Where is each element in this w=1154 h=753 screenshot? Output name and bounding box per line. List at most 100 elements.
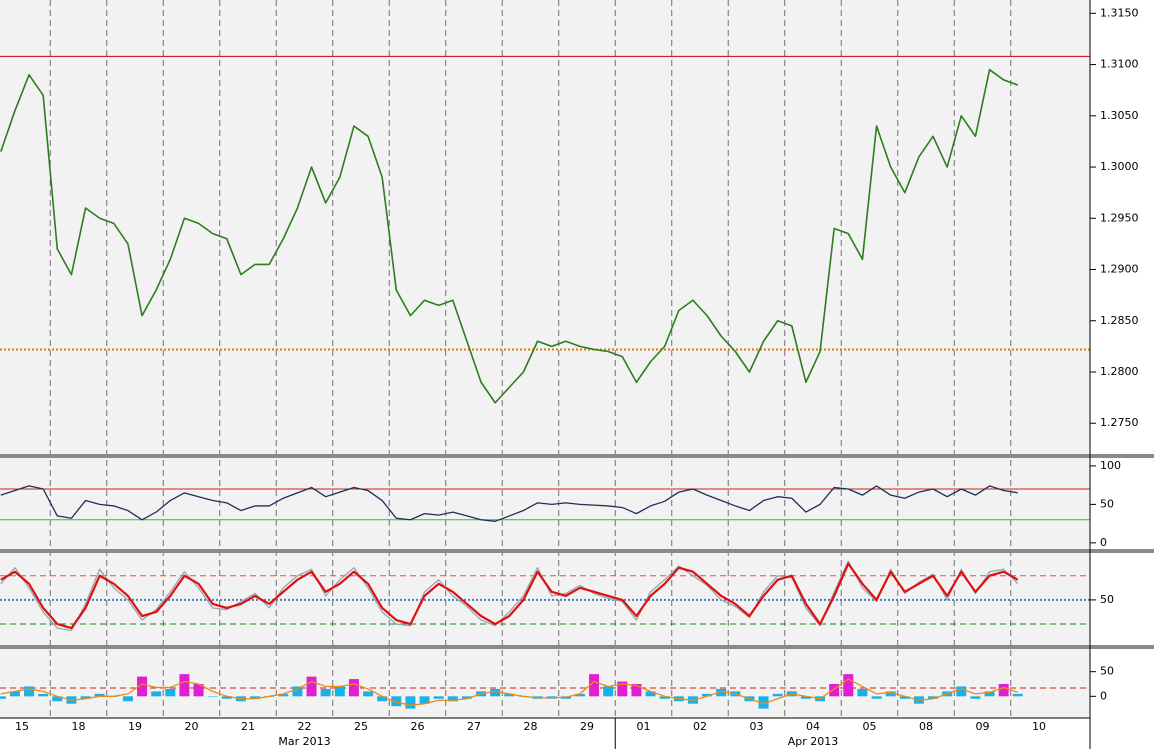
x-tick-label: 15 [15, 720, 29, 733]
month-label: Apr 2013 [788, 735, 839, 748]
histogram-bar [504, 693, 515, 697]
series-line [0, 485, 1018, 522]
histogram-bar [461, 696, 472, 699]
marks [0, 55, 1090, 709]
histogram-bar [193, 684, 204, 697]
histogram-bar [207, 696, 218, 697]
x-tick-label: 29 [580, 720, 594, 733]
histogram-bar [52, 696, 63, 702]
histogram-bar [843, 674, 854, 697]
histogram-bar [928, 696, 939, 699]
histogram-bar [899, 696, 910, 699]
histogram-bar [758, 696, 769, 709]
x-tick-label: 22 [297, 720, 311, 733]
x-tick-label: 02 [693, 720, 707, 733]
plot-background [0, 0, 1090, 718]
histogram-bar [659, 696, 670, 699]
histogram-bar [631, 684, 642, 697]
series-line [0, 678, 1019, 706]
histogram-bar [391, 696, 402, 707]
histogram-bar [885, 691, 896, 697]
histogram-bar [137, 676, 148, 697]
y-tick-label: 1.3100 [1100, 58, 1139, 71]
histogram-bar [772, 693, 783, 697]
histogram-bar [800, 696, 811, 699]
y-tick-label: 0 [1100, 689, 1107, 702]
x-axis-background [0, 718, 1090, 749]
series-line [0, 562, 1019, 630]
histogram-bar [405, 696, 416, 709]
x-tick-label: 18 [71, 720, 85, 733]
histogram-bar [589, 674, 600, 697]
histogram-bar [334, 686, 345, 697]
x-tick-label: 28 [523, 720, 537, 733]
histogram-bar [151, 691, 162, 697]
month-label: Mar 2013 [278, 735, 330, 748]
x-tick-label: 21 [241, 720, 255, 733]
histogram-bar [320, 688, 331, 697]
histogram-bar [363, 691, 374, 697]
x-tick-label: 10 [1032, 720, 1046, 733]
histogram-bar [306, 676, 317, 697]
histogram-bar [702, 693, 713, 697]
histogram-bar [94, 693, 105, 697]
x-tick-label: 20 [184, 720, 198, 733]
histogram-bar [292, 686, 303, 697]
y-tick-label: 50 [1100, 593, 1114, 606]
histogram-bar [250, 696, 261, 699]
histogram-bar [0, 696, 6, 699]
y-tick-label: 1.3000 [1100, 160, 1139, 173]
y-tick-label: 1.2900 [1100, 263, 1139, 276]
histogram-bar [984, 691, 995, 697]
histogram-bar [574, 693, 585, 697]
histogram-bar [829, 684, 840, 697]
x-tick-label: 27 [467, 720, 481, 733]
x-tick-label: 03 [749, 720, 763, 733]
histogram-bar [716, 688, 727, 697]
separators: 15 18 19 20 21 22 25 26 27 28 29 01 02 03 04 05 08 09 10 Ma… [15, 0, 1139, 749]
histogram-bar [179, 674, 190, 697]
y-tick-label: 50 [1100, 497, 1114, 510]
histogram-bar [617, 681, 628, 697]
x-tick-label: 04 [806, 720, 820, 733]
x-tick-label: 09 [975, 720, 989, 733]
y-tick-label: 100 [1100, 459, 1121, 472]
histogram-bar [24, 686, 35, 697]
y-tick-label: 1.2750 [1100, 416, 1139, 429]
x-tick-label: 05 [862, 720, 876, 733]
y-tick-label: 1.2950 [1100, 211, 1139, 224]
y-tick-label: 1.2850 [1100, 314, 1139, 327]
histogram-bar [603, 686, 614, 697]
histogram-bar [871, 696, 882, 699]
x-tick-label: 26 [410, 720, 424, 733]
histogram-bar [645, 691, 656, 697]
x-tick-label: 01 [636, 720, 650, 733]
histogram-bar [419, 696, 430, 704]
histogram-bar [165, 688, 176, 697]
histogram-bar [221, 696, 232, 699]
histogram-bar [122, 696, 133, 702]
pane-divider [0, 549, 1154, 553]
histogram-bar [278, 693, 289, 697]
histogram-bar [38, 693, 49, 697]
x-tick-label: 19 [128, 720, 142, 733]
histogram-bar [447, 696, 458, 702]
histogram-bar [433, 696, 444, 699]
y-tick-label: 1.3150 [1100, 6, 1139, 19]
histogram-bar [9, 691, 20, 697]
x-tick-label: 25 [354, 720, 368, 733]
histogram-bar [998, 684, 1009, 697]
y-tick-label: 0 [1100, 536, 1107, 549]
histogram-bar [970, 696, 981, 699]
histogram-bar [348, 679, 359, 697]
series-line [0, 68, 1019, 404]
y-tick-label: 1.3050 [1100, 109, 1139, 122]
axis-background [1090, 0, 1154, 749]
series-line [0, 560, 1019, 632]
y-tick-label: 50 [1100, 665, 1114, 678]
histogram-bar [80, 696, 91, 699]
pane-divider [0, 645, 1154, 649]
pane-divider [0, 454, 1154, 458]
histogram-bar [857, 688, 868, 697]
